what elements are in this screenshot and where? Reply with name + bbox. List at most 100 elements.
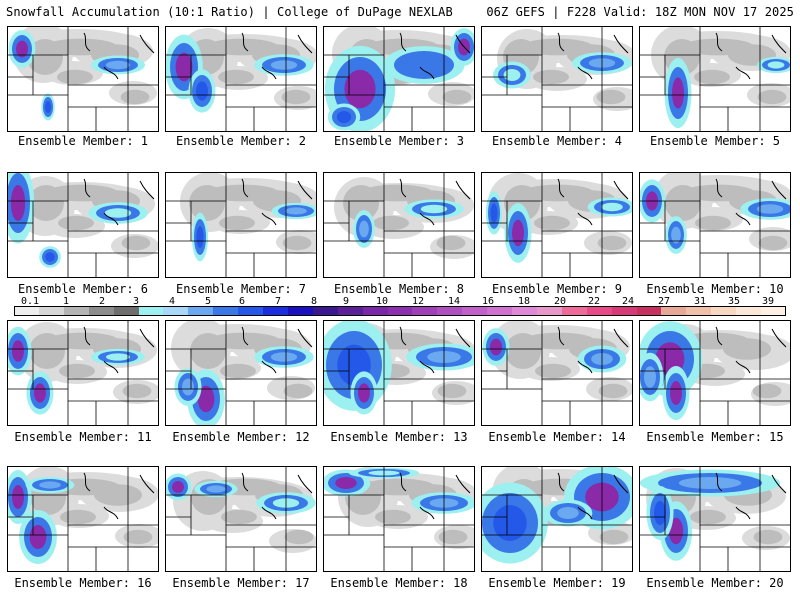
snow-contour-inner	[493, 505, 527, 541]
colorbar-swatch	[462, 306, 488, 316]
model-run-info: 06Z GEFS | F228 Valid: 18Z MON NOV 17 20…	[486, 5, 794, 19]
colorbar-swatch	[611, 306, 638, 316]
colorbar-tick-label: 31	[693, 296, 707, 307]
light-snow-area	[221, 509, 257, 525]
border-feature	[613, 180, 629, 200]
border-feature	[399, 32, 407, 52]
ensemble-map-panel	[323, 466, 475, 572]
colorbar-swatch	[686, 306, 712, 316]
snow-contour-inner	[45, 252, 55, 262]
colorbar-swatch	[661, 306, 687, 316]
snow-contour-inner	[670, 381, 682, 405]
snow-contour-inner	[668, 517, 684, 545]
colorbar-tick-label: 6	[238, 296, 246, 307]
snow-contour-inner	[39, 481, 61, 489]
snow-contour-inner	[285, 207, 307, 215]
border-feature	[577, 212, 593, 226]
border-feature	[735, 66, 751, 80]
ensemble-member-label: Ensemble Member: 3	[333, 134, 465, 148]
colorbar-swatch	[138, 306, 164, 316]
ensemble-member-label: Ensemble Member: 5	[649, 134, 781, 148]
ensemble-map-panel	[323, 172, 475, 278]
snow-contour-inner	[10, 185, 26, 221]
colorbar-swatch	[188, 306, 214, 316]
border-feature	[419, 506, 435, 520]
ensemble-map-panel	[481, 466, 633, 572]
light-snow-area	[29, 333, 65, 369]
border-feature	[735, 506, 751, 520]
snow-contour-inner	[12, 340, 24, 362]
light-snow-area	[60, 509, 96, 525]
snow-contour-inner	[16, 40, 28, 58]
colorbar-swatch	[512, 306, 538, 316]
ensemble-member-label: Ensemble Member: 16	[14, 576, 152, 590]
snowfall-map	[640, 467, 790, 571]
light-snow-area	[281, 89, 311, 105]
snow-contour-inner	[196, 226, 204, 248]
snow-contour-inner	[756, 204, 784, 214]
light-snow-area	[535, 363, 571, 379]
light-snow-area	[282, 235, 312, 251]
ensemble-member-label: Ensemble Member: 19	[488, 576, 626, 590]
light-snow-area	[758, 235, 788, 251]
border-feature	[715, 326, 723, 346]
border-feature	[83, 178, 91, 198]
light-snow-area	[375, 509, 411, 525]
colorbar-tick-label: 0.1	[20, 296, 40, 307]
light-snow-area	[189, 185, 225, 221]
ensemble-member-label: Ensemble Member: 1	[17, 134, 149, 148]
ensemble-member-label: Ensemble Member: 13	[330, 430, 468, 444]
border-feature	[83, 472, 91, 492]
border-feature	[261, 66, 277, 80]
colorbar-swatch	[337, 306, 364, 316]
border-feature	[419, 360, 435, 374]
ensemble-map-panel	[7, 26, 159, 132]
ensemble-map-panel	[639, 320, 791, 426]
border-feature	[241, 32, 249, 52]
border-feature	[715, 178, 723, 198]
light-snow-area	[723, 338, 771, 360]
border-feature	[261, 506, 277, 520]
ensemble-map-panel	[323, 26, 475, 132]
colorbar-swatch	[586, 306, 613, 316]
colorbar-swatch	[536, 306, 563, 316]
snow-contour-inner	[34, 383, 46, 403]
snowfall-colorbar	[14, 306, 787, 318]
colorbar-tick-label: 5	[204, 296, 212, 307]
snow-contour-inner	[106, 60, 130, 70]
snow-contour-inner	[503, 69, 521, 81]
border-feature	[139, 34, 155, 54]
colorbar-swatch	[287, 306, 314, 316]
snowfall-map	[8, 27, 158, 131]
snowfall-map	[482, 27, 632, 131]
colorbar-tick-label: 10	[375, 296, 389, 307]
border-feature	[557, 326, 565, 346]
snow-contour-inner	[654, 501, 666, 525]
border-feature	[103, 212, 119, 226]
ensemble-member-label: Ensemble Member: 20	[646, 576, 784, 590]
snow-contour-inner	[358, 383, 370, 403]
snowfall-map	[482, 173, 632, 277]
colorbar-tick-label: 16	[481, 296, 495, 307]
colorbar-tick-label: 1	[62, 296, 70, 307]
border-feature	[297, 328, 313, 348]
light-snow-area	[28, 185, 64, 221]
snow-contour-inner	[359, 220, 369, 238]
light-snow-area	[596, 89, 626, 105]
border-feature	[577, 66, 593, 80]
colorbar-swatch	[362, 306, 389, 316]
ensemble-member-label: Ensemble Member: 12	[172, 430, 310, 444]
border-feature	[103, 66, 119, 80]
colorbar-swatch	[163, 306, 189, 316]
border-feature	[139, 474, 155, 494]
border-feature	[613, 474, 629, 494]
colorbar-tick-label: 35	[727, 296, 741, 307]
ensemble-map-panel	[481, 172, 633, 278]
snowfall-map	[8, 467, 158, 571]
light-snow-area	[438, 529, 468, 545]
light-snow-area	[190, 333, 226, 369]
light-snow-area	[437, 383, 467, 399]
ensemble-member-label: Ensemble Member: 8	[333, 282, 465, 296]
colorbar-swatch	[113, 306, 139, 316]
